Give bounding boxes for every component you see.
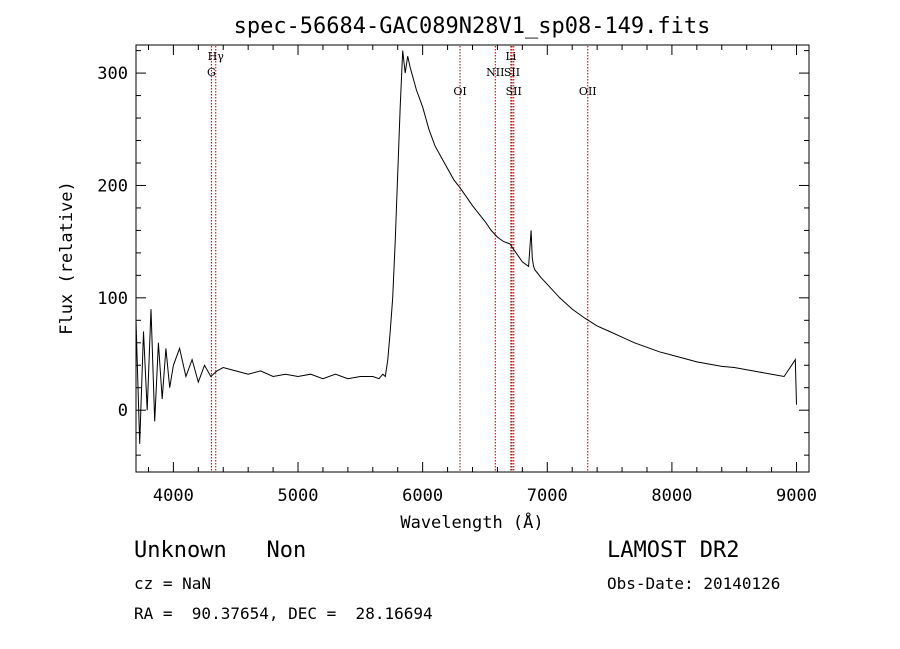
survey-label: LAMOST DR2 [607, 538, 740, 563]
plot-frame [135, 44, 810, 473]
x-tick-label: 8000 [651, 486, 692, 506]
redshift-label: cz = NaN [134, 574, 212, 593]
x-tick-label: 9000 [776, 486, 817, 506]
chart-title: spec-56684-GAC089N28V1_sp08-149.fits [234, 14, 711, 39]
y-tick-label: 300 [97, 64, 128, 84]
x-tick-label: 7000 [527, 486, 568, 506]
y-tick-label: 100 [97, 289, 128, 309]
spectral-line-markers [210, 46, 589, 471]
line-label-sii: SII [504, 66, 520, 79]
coordinates-label: RA = 90.37654, DEC = 28.16694 [134, 604, 433, 623]
y-tick-label: 0 [118, 401, 128, 421]
line-label-nii: NII [486, 66, 504, 79]
line-label-hγ: Hγ [208, 50, 225, 63]
line-label-g: G [207, 66, 216, 79]
spectrum-series-line [135, 50, 797, 444]
x-tick-label: 5000 [278, 486, 319, 506]
y-axis-ticks: 0 100 200 300 [97, 50, 809, 456]
line-label-li: Li [505, 50, 516, 63]
class-label: Unknown Non [134, 538, 307, 563]
y-axis-label: Flux (relative) [57, 181, 77, 335]
line-label-oi: OI [453, 85, 466, 98]
x-axis-ticks: 4000 5000 6000 7000 8000 9000 [147, 45, 817, 506]
obs-date-label: Obs-Date: 20140126 [607, 574, 781, 593]
x-axis-label: Wavelength (Å) [400, 511, 543, 533]
line-label-sii: SII [506, 85, 522, 98]
y-tick-label: 200 [97, 176, 128, 196]
line-label-oii: OII [579, 85, 597, 98]
x-tick-label: 6000 [402, 486, 443, 506]
x-tick-label: 4000 [153, 486, 194, 506]
